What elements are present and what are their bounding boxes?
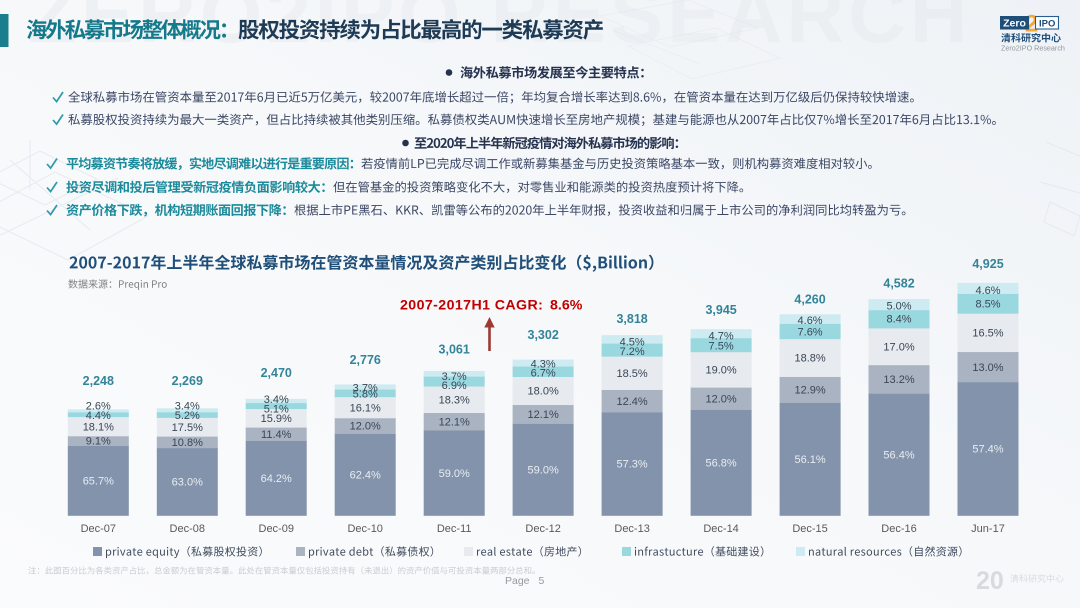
svg-text:4.3%: 4.3%	[531, 358, 556, 370]
svg-text:Dec-14: Dec-14	[703, 523, 738, 535]
svg-text:12.4%: 12.4%	[617, 396, 648, 408]
svg-text:13.0%: 13.0%	[972, 362, 1003, 374]
svg-text:20: 20	[976, 567, 1004, 595]
svg-text:16.1%: 16.1%	[350, 402, 381, 414]
svg-text:12.0%: 12.0%	[705, 393, 736, 405]
svg-text:2,248: 2,248	[83, 374, 114, 388]
svg-text:10.8%: 10.8%	[172, 437, 203, 449]
svg-text:62.4%: 62.4%	[350, 469, 381, 481]
svg-text:56.4%: 56.4%	[883, 449, 914, 461]
svg-text:Dec-09: Dec-09	[259, 523, 294, 535]
svg-text:6.9%: 6.9%	[442, 380, 467, 392]
svg-text:Dec-12: Dec-12	[525, 523, 560, 535]
svg-text:65.7%: 65.7%	[83, 475, 114, 487]
svg-text:Page: Page	[505, 575, 530, 587]
svg-text:2,269: 2,269	[172, 374, 203, 388]
svg-text:7.2%: 7.2%	[620, 346, 645, 358]
svg-text:3.4%: 3.4%	[264, 394, 289, 406]
svg-text:7.5%: 7.5%	[709, 340, 734, 352]
svg-text:Dec-08: Dec-08	[170, 523, 205, 535]
svg-text:57.3%: 57.3%	[617, 459, 648, 471]
svg-text:2.6%: 2.6%	[86, 400, 111, 412]
svg-text:2007-2017H1 CAGR:: 2007-2017H1 CAGR:	[400, 298, 543, 314]
svg-text:18.8%: 18.8%	[794, 353, 825, 365]
svg-text:9.1%: 9.1%	[86, 436, 111, 448]
svg-text:5.2%: 5.2%	[175, 410, 200, 422]
svg-text:11.4%: 11.4%	[261, 429, 292, 441]
svg-text:18.0%: 18.0%	[528, 386, 559, 398]
svg-text:59.0%: 59.0%	[439, 468, 470, 480]
svg-text:Jun-17: Jun-17	[971, 523, 1005, 535]
svg-text:2,470: 2,470	[261, 366, 292, 380]
svg-text:8.4%: 8.4%	[886, 313, 911, 325]
svg-text:4.6%: 4.6%	[975, 285, 1000, 297]
svg-text:3,302: 3,302	[528, 328, 559, 342]
svg-text:63.0%: 63.0%	[172, 477, 203, 489]
svg-text:7.6%: 7.6%	[798, 326, 823, 338]
svg-text:56.1%: 56.1%	[794, 454, 825, 466]
svg-text:12.0%: 12.0%	[350, 421, 381, 433]
svg-text:3,818: 3,818	[616, 312, 647, 326]
svg-text:57.4%: 57.4%	[972, 444, 1003, 456]
svg-text:4.5%: 4.5%	[620, 336, 645, 348]
svg-text:Zero: Zero	[1003, 18, 1026, 30]
svg-text:4.4%: 4.4%	[86, 410, 111, 422]
svg-text:18.1%: 18.1%	[83, 421, 114, 433]
svg-text:5.8%: 5.8%	[353, 389, 378, 401]
svg-text:59.0%: 59.0%	[528, 464, 559, 476]
svg-text:4.6%: 4.6%	[798, 315, 823, 327]
svg-text:5: 5	[539, 575, 545, 587]
svg-text:19.0%: 19.0%	[705, 365, 736, 377]
svg-text:Dec-15: Dec-15	[792, 523, 827, 535]
svg-text:18.5%: 18.5%	[617, 368, 648, 380]
svg-text:13.2%: 13.2%	[883, 374, 914, 386]
svg-text:Zero2IPO Research: Zero2IPO Research	[1001, 43, 1065, 52]
svg-text:17.0%: 17.0%	[883, 341, 914, 353]
svg-text:4,925: 4,925	[972, 257, 1003, 271]
svg-text:64.2%: 64.2%	[261, 473, 292, 485]
svg-text:4,582: 4,582	[883, 276, 914, 290]
svg-text:Dec-10: Dec-10	[347, 523, 382, 535]
svg-text:17.5%: 17.5%	[172, 422, 203, 434]
svg-text:12.1%: 12.1%	[439, 416, 470, 428]
svg-text:5.1%: 5.1%	[264, 403, 289, 415]
svg-text:8.5%: 8.5%	[975, 299, 1000, 311]
svg-text:4.7%: 4.7%	[709, 330, 734, 342]
svg-text:3,945: 3,945	[705, 303, 736, 317]
svg-text:Dec-16: Dec-16	[881, 523, 916, 535]
svg-text:3.7%: 3.7%	[442, 371, 467, 383]
svg-text:12.1%: 12.1%	[528, 409, 559, 421]
svg-text:Dec-13: Dec-13	[614, 523, 649, 535]
svg-text:4,260: 4,260	[794, 292, 825, 306]
svg-text:6.7%: 6.7%	[531, 367, 556, 379]
svg-text:3.7%: 3.7%	[353, 383, 378, 395]
svg-text:12.9%: 12.9%	[794, 385, 825, 397]
svg-text:5.0%: 5.0%	[886, 300, 911, 312]
svg-text:15.9%: 15.9%	[261, 413, 292, 425]
svg-text:56.8%: 56.8%	[705, 457, 736, 469]
svg-text:3,061: 3,061	[439, 342, 470, 356]
svg-text:Dec-11: Dec-11	[437, 523, 472, 535]
svg-text:8.6%: 8.6%	[550, 298, 583, 314]
svg-text:3.4%: 3.4%	[175, 400, 200, 412]
svg-text:Dec-07: Dec-07	[81, 523, 116, 535]
svg-text:2,776: 2,776	[350, 353, 381, 367]
svg-text:18.3%: 18.3%	[439, 394, 470, 406]
svg-text:IPO: IPO	[1039, 18, 1055, 29]
svg-text:16.5%: 16.5%	[972, 327, 1003, 339]
